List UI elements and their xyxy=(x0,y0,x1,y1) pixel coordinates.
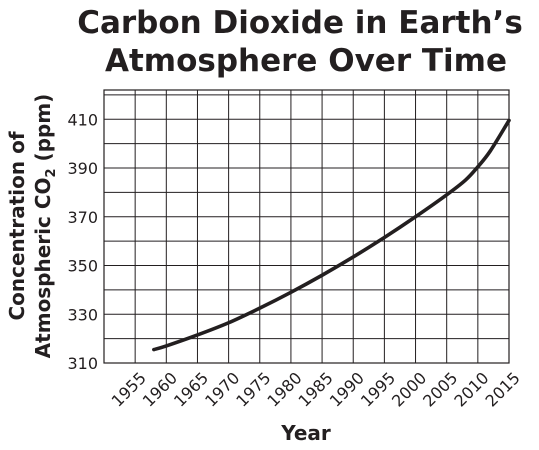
co2-curve xyxy=(152,118,511,352)
y-tick-label: 330 xyxy=(67,305,98,324)
y-axis-title-line-2: Atmospheric CO2 (ppm) xyxy=(31,94,59,359)
x-axis-ticks: 1955196019651970197519801985199019952000… xyxy=(108,368,524,410)
x-tick-label: 1965 xyxy=(170,368,212,410)
x-tick-label: 1975 xyxy=(232,368,274,410)
x-tick-label: 1995 xyxy=(357,368,399,410)
x-tick-label: 1970 xyxy=(201,368,243,410)
x-tick-label: 1960 xyxy=(139,368,181,410)
y-axis-title-co: Atmospheric CO xyxy=(31,177,55,358)
x-tick-label: 2005 xyxy=(419,368,461,410)
y-tick-label: 410 xyxy=(67,110,98,129)
x-tick-label: 1955 xyxy=(108,368,150,410)
x-tick-label: 2010 xyxy=(450,368,492,410)
chart-title-line-1: Carbon Dioxide in Earth’s xyxy=(77,5,523,41)
x-tick-label: 2000 xyxy=(388,368,430,410)
y-axis-title-unit: (ppm) xyxy=(31,94,55,169)
y-axis-title-subscript: 2 xyxy=(44,168,59,177)
x-axis-title: Year xyxy=(280,421,331,445)
y-tick-label: 310 xyxy=(67,354,98,373)
x-tick-label: 1985 xyxy=(295,368,337,410)
plot-frame xyxy=(103,89,510,364)
y-axis-ticks: 310 330 350 370 390 410 xyxy=(67,110,98,373)
x-tick-label: 1990 xyxy=(326,368,368,410)
y-tick-label: 390 xyxy=(67,159,98,178)
x-tick-label: 2015 xyxy=(482,368,524,410)
y-axis-title: Concentration of Atmospheric CO2 (ppm) xyxy=(5,94,59,359)
y-tick-label: 350 xyxy=(67,257,98,276)
x-tick-label: 1980 xyxy=(263,368,305,410)
y-axis-title-line-1: Concentration of xyxy=(5,131,29,320)
y-tick-label: 370 xyxy=(67,208,98,227)
grid xyxy=(103,90,510,364)
chart-title-line-2: Atmosphere Over Time xyxy=(105,43,507,79)
